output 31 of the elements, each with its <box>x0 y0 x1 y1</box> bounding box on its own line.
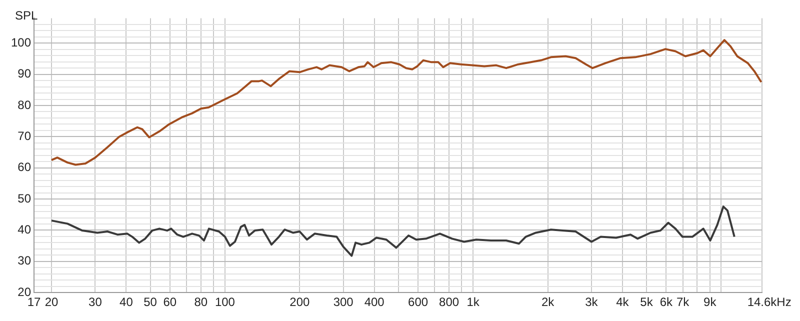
x-tick-label: 20 <box>44 295 59 310</box>
y-tick-label: 50 <box>18 191 32 206</box>
x-tick-label: 4k <box>616 295 630 310</box>
x-tick-label: 80 <box>194 295 208 310</box>
y-tick-label: 30 <box>18 254 32 268</box>
x-tick-label: 300 <box>333 295 354 310</box>
y-axis-title: SPL <box>15 8 38 22</box>
y-tick-label: 70 <box>18 129 32 144</box>
x-tick-label: 6k <box>660 295 674 310</box>
x-tick-label: 9k <box>704 295 718 310</box>
y-tick-label: 80 <box>18 98 32 112</box>
x-tick-label: 200 <box>290 295 310 310</box>
x-tick-label: 40 <box>120 295 134 310</box>
x-tick-label: 14.6k <box>747 295 778 310</box>
x-tick-label: 30 <box>88 295 102 310</box>
x-tick-label: 1k <box>466 295 480 310</box>
y-tick-label: 40 <box>18 222 32 237</box>
y-tick-label: 90 <box>18 66 32 81</box>
x-tick-label: 400 <box>364 295 385 310</box>
x-axis-title: Hz <box>776 295 792 310</box>
x-tick-label: 2k <box>541 295 556 310</box>
y-tick-label: 100 <box>10 35 32 50</box>
x-tick-label: 5k <box>640 295 654 310</box>
x-tick-label: 60 <box>163 295 177 310</box>
y-tick-label: 60 <box>18 160 32 174</box>
x-tick-label: 50 <box>144 295 158 310</box>
x-tick-label: 100 <box>214 295 236 310</box>
x-tick-label: 7k <box>676 295 690 310</box>
x-tick-label: 600 <box>408 295 428 310</box>
x-tick-label: 3k <box>585 295 599 310</box>
x-tick-label: 800 <box>439 295 460 310</box>
